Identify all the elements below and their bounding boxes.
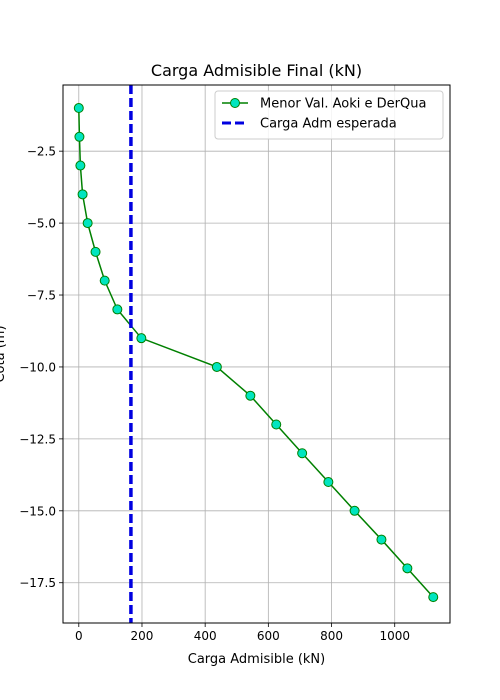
x-axis-label: Carga Admisible (kN) bbox=[188, 652, 325, 667]
y-axis-label: Cota (m) bbox=[0, 325, 8, 382]
y-tick-label: −12.5 bbox=[19, 432, 56, 446]
plot-frame bbox=[62, 84, 451, 624]
data-point bbox=[82, 218, 93, 229]
chart-title: Carga Admisible Final (kN) bbox=[151, 61, 362, 80]
x-tick-label: 400 bbox=[194, 629, 217, 643]
data-point bbox=[428, 592, 439, 603]
legend-label-series-1: Menor Val. Aoki e DerQua bbox=[260, 97, 426, 112]
x-tick-label: 0 bbox=[75, 629, 83, 643]
data-point bbox=[402, 563, 413, 574]
x-tick-label: 600 bbox=[257, 629, 280, 643]
data-point bbox=[112, 304, 123, 315]
y-tick-label: −5.0 bbox=[27, 217, 56, 231]
data-point bbox=[75, 160, 86, 171]
legend-marker-series-1 bbox=[230, 98, 240, 108]
data-point bbox=[74, 131, 85, 142]
data-point bbox=[99, 275, 110, 286]
data-point bbox=[136, 333, 147, 344]
y-tick-label: −15.0 bbox=[19, 504, 56, 518]
x-tick-label: 200 bbox=[131, 629, 154, 643]
data-point bbox=[90, 246, 101, 257]
data-point bbox=[77, 189, 88, 200]
data-point bbox=[73, 103, 84, 114]
grid-layer bbox=[63, 85, 450, 623]
data-point bbox=[245, 390, 256, 401]
tick-layer: 0 200 400 600 800 1000 −2.5 −5.0 −7.5 −10.0 −12.5 −… bbox=[19, 145, 410, 643]
data-point bbox=[297, 448, 308, 459]
data-layer bbox=[73, 85, 439, 623]
x-tick-label: 1000 bbox=[379, 629, 410, 643]
data-point bbox=[349, 505, 360, 516]
data-point bbox=[323, 477, 334, 488]
legend: Menor Val. Aoki e DerQua Carga Adm esper… bbox=[214, 90, 444, 140]
y-tick-label: −10.0 bbox=[19, 360, 56, 374]
legend-box bbox=[214, 90, 444, 140]
data-point bbox=[376, 534, 387, 545]
legend-label-series-2: Carga Adm esperada bbox=[260, 117, 397, 132]
x-tick-label: 800 bbox=[320, 629, 343, 643]
data-point bbox=[211, 361, 222, 372]
y-tick-label: −7.5 bbox=[27, 289, 56, 303]
y-tick-label: −2.5 bbox=[27, 145, 56, 159]
y-tick-label: −17.5 bbox=[19, 576, 56, 590]
data-point bbox=[271, 419, 282, 430]
